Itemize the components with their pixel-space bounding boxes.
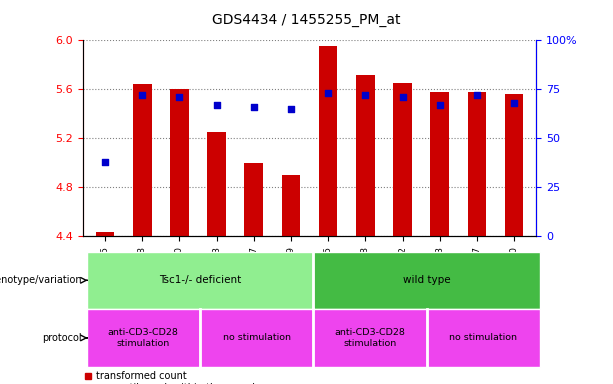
Text: anti-CD3-CD28
stimulation: anti-CD3-CD28 stimulation <box>108 328 178 348</box>
Bar <box>313 252 540 309</box>
Text: no stimulation: no stimulation <box>223 333 291 343</box>
Bar <box>207 132 226 236</box>
Bar <box>133 84 151 236</box>
Bar <box>86 309 200 367</box>
Point <box>137 92 147 98</box>
Bar <box>313 309 427 367</box>
Text: GDS4434 / 1455255_PM_at: GDS4434 / 1455255_PM_at <box>212 13 401 27</box>
Point <box>175 94 185 100</box>
Point <box>211 102 221 108</box>
Bar <box>282 175 300 236</box>
Bar <box>96 232 115 236</box>
Point <box>249 104 259 110</box>
Text: protocol: protocol <box>43 333 82 343</box>
Point <box>323 90 333 96</box>
Bar <box>504 94 524 236</box>
Text: genotype/variation: genotype/variation <box>0 275 82 285</box>
Point <box>509 100 519 106</box>
Text: wild type: wild type <box>403 275 451 285</box>
Point <box>472 92 482 98</box>
Text: Tsc1-/- deficient: Tsc1-/- deficient <box>159 275 241 285</box>
Bar <box>86 252 313 309</box>
Bar <box>427 309 540 367</box>
Bar <box>356 74 375 236</box>
Point <box>435 102 444 108</box>
Text: anti-CD3-CD28
stimulation: anti-CD3-CD28 stimulation <box>335 328 405 348</box>
Bar <box>319 46 337 236</box>
Point <box>398 94 408 100</box>
Bar <box>468 92 486 236</box>
Point <box>286 106 296 112</box>
Point <box>360 92 370 98</box>
Bar <box>245 163 263 236</box>
Text: transformed count: transformed count <box>96 371 186 381</box>
Bar <box>200 309 313 367</box>
Bar <box>170 89 189 236</box>
Text: percentile rank within the sample: percentile rank within the sample <box>96 383 261 384</box>
Bar <box>393 83 412 236</box>
Text: no stimulation: no stimulation <box>449 333 517 343</box>
Bar <box>430 92 449 236</box>
Point <box>100 159 110 165</box>
